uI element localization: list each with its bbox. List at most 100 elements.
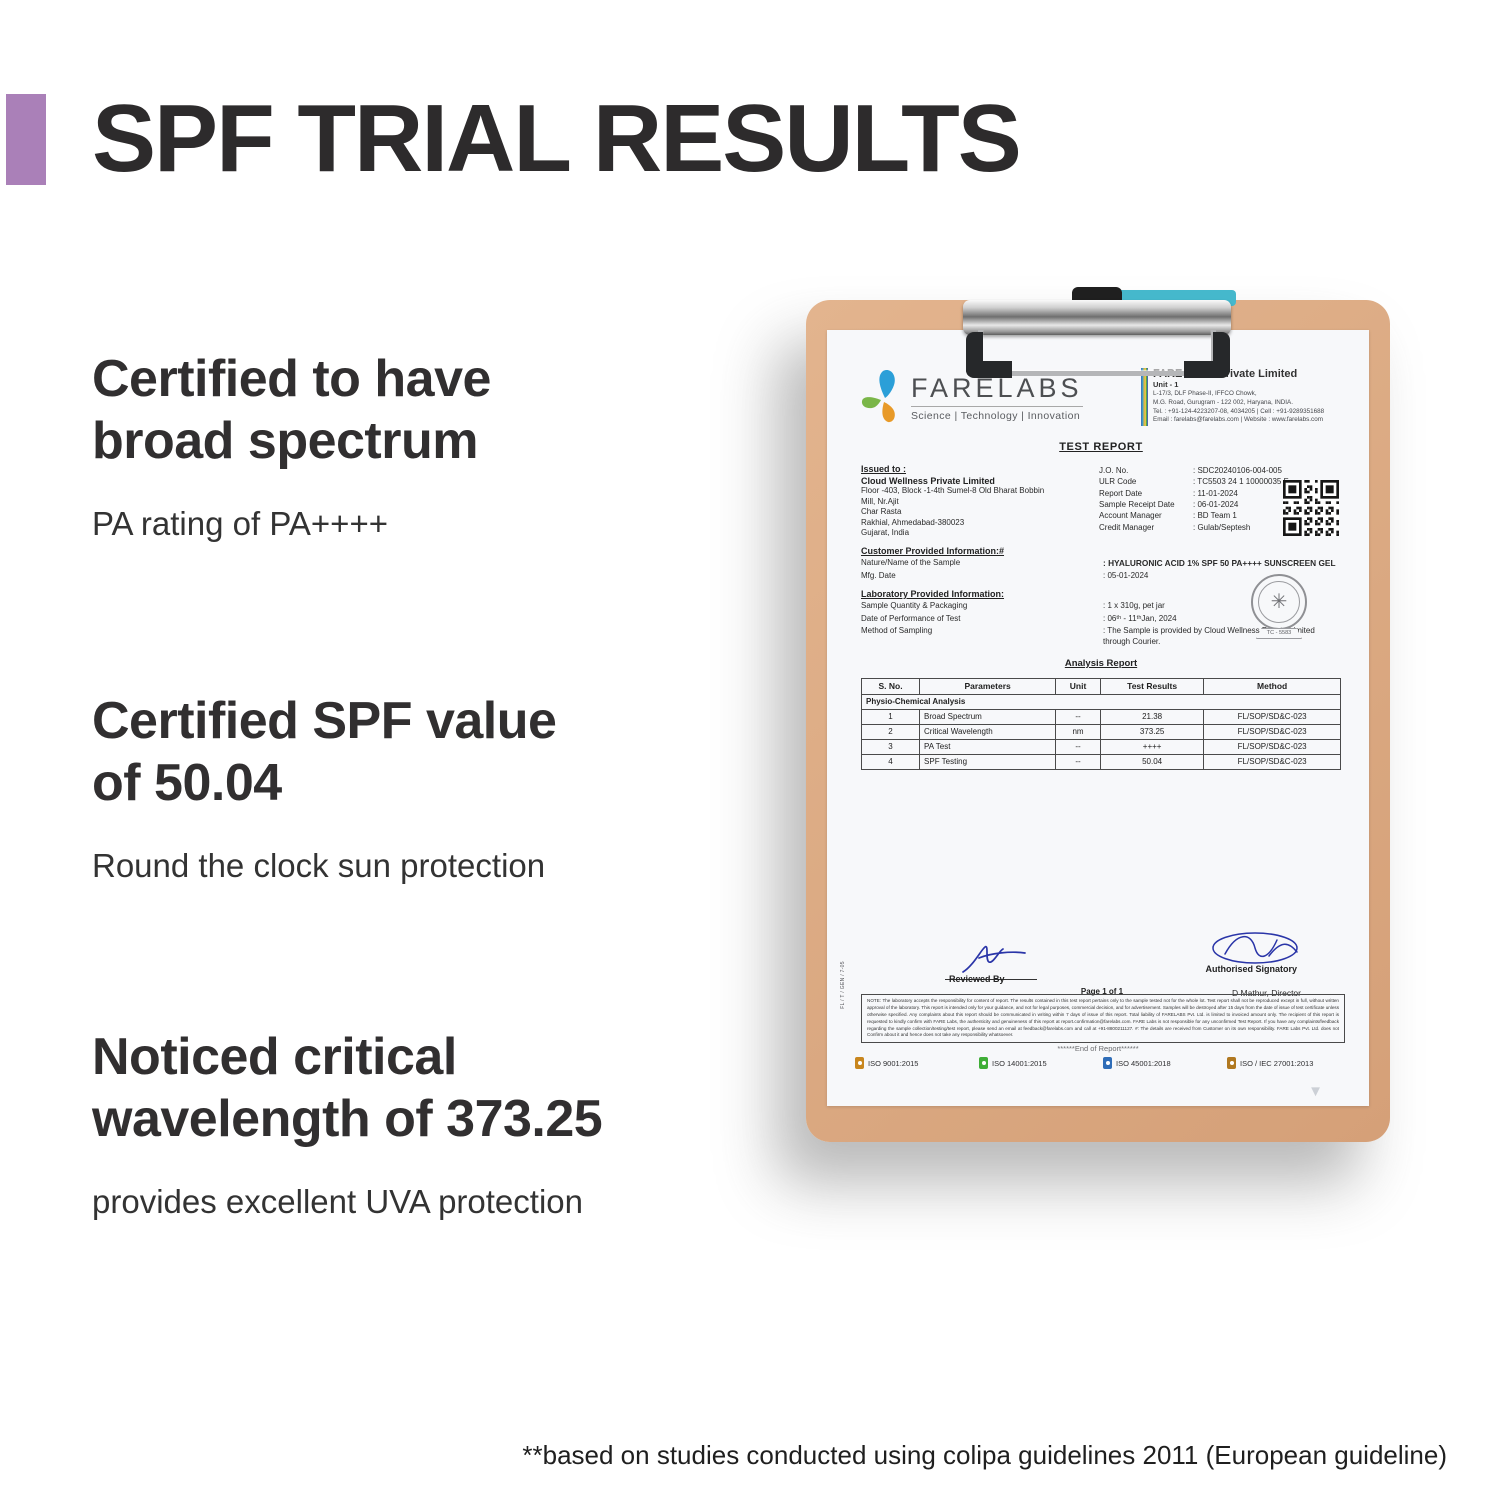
report-meta-block: J.O. No.: SDC20240106-004-005 ULR Code: T… <box>1099 464 1341 539</box>
analysis-column-header: Method <box>1203 677 1341 695</box>
analysis-data-row: 1 Broad Spectrum -- 21.38 FL/SOP/SD&C-023 <box>860 708 1341 725</box>
authorised-signature-icon <box>1212 932 1298 964</box>
meta-value: : 11-01-2024 <box>1193 488 1238 498</box>
document-header: FARELABS Science | Technology | Innovati… <box>861 368 1341 426</box>
qr-code <box>1283 480 1339 536</box>
iso-badge-icon <box>855 1057 864 1069</box>
analysis-cell: 1 <box>860 708 921 725</box>
info-label: Mfg. Date <box>861 570 896 580</box>
iso-badge: ISO 14001:2015 <box>979 1057 1103 1069</box>
info-label: Nature/Name of the Sample <box>861 557 961 567</box>
meta-label: ULR Code <box>1099 477 1137 487</box>
meta-row: Sample Receipt Date : 06-01-2024 <box>1099 499 1341 510</box>
analysis-column-header: S. No. <box>860 677 921 695</box>
customer-info-section: Customer Provided Information:# Nature/N… <box>861 546 1341 582</box>
meta-value: : Gulab/Septesh <box>1193 522 1251 532</box>
reviewed-by-label: Reviewed By <box>949 974 1005 984</box>
meta-value: : 06-01-2024 <box>1193 500 1239 510</box>
analysis-data-row: 2 Critical Wavelength nm 373.25 FL/SOP/SD&C-… <box>860 723 1341 740</box>
analysis-report-heading: Analysis Report <box>1064 657 1138 669</box>
meta-row: J.O. No.: SDC20240106-004-005 <box>1099 465 1341 476</box>
test-report-paper: FARELABS Science | Technology | Innovati… <box>827 330 1369 1106</box>
analysis-cell: 50.04 <box>1099 753 1205 770</box>
feature-subtext: provides excellent UVA protection <box>92 1182 583 1220</box>
analysis-cell: PA Test <box>919 738 1057 755</box>
feature-block: Certified SPF value of 50.04 Round the clo… <box>92 690 692 885</box>
iso-badge-icon <box>1103 1057 1112 1069</box>
iso-badge: ISO 9001:2015 <box>855 1057 979 1069</box>
feature-list: Certified to have broad spectrum PA rating… <box>92 0 712 1500</box>
customer-info-heading: Customer Provided Information:# <box>861 545 1005 556</box>
analysis-cell: -- <box>1055 738 1101 755</box>
seal-circle-icon: ✳ <box>1251 574 1307 630</box>
clip-grip-left <box>966 332 1012 378</box>
analysis-cell: FL/SOP/SD&C-023 <box>1203 723 1341 740</box>
analysis-column-header: Unit <box>1055 677 1101 695</box>
farelabs-tagline: Science | Technology | Innovation <box>911 405 1083 422</box>
issued-to-label: Issued to : <box>861 464 907 474</box>
iso-badge-label: ISO 45001:2018 <box>1116 1058 1171 1068</box>
reviewed-signature-icon <box>962 945 1026 973</box>
signatory-name: D Mathur, Director <box>1232 988 1301 998</box>
info-section: Issued to : Cloud Wellness Private Limit… <box>861 464 1341 539</box>
issued-to-block: Issued to : Cloud Wellness Private Limit… <box>861 464 1099 539</box>
feature-subtext: PA rating of PA++++ <box>92 504 388 542</box>
analysis-data-row: 3 PA Test -- ++++ FL/SOP/SD&C-023 <box>860 738 1341 755</box>
info-value: : 06ᵗʰ - 11ᵗʰJan, 2024 <box>1103 613 1177 623</box>
end-of-report: ******End of Report****** <box>1057 1044 1139 1053</box>
analysis-column-header: Parameters <box>919 677 1057 695</box>
feature-heading: Certified SPF value of 50.04 <box>92 690 692 815</box>
analysis-data-row: 4 SPF Testing -- 50.04 FL/SOP/SD&C-023 <box>860 753 1341 770</box>
feature-subtext: Round the clock sun protection <box>92 846 546 884</box>
feature-heading-line: Certified to have <box>92 350 491 408</box>
footnote: **based on studies conducted using colip… <box>522 1440 1447 1470</box>
lab-info-section: Laboratory Provided Information: Sample … <box>861 589 1341 648</box>
seal-star-icon: ✳ <box>1270 591 1288 613</box>
analysis-cell: -- <box>1055 753 1101 770</box>
seal-ribbon: TC - 5583 <box>1256 628 1302 639</box>
lab-address-line: M.G. Road, Gurugram - 122 002, Haryana, … <box>1153 398 1293 406</box>
analysis-cell: FL/SOP/SD&C-023 <box>1203 708 1341 725</box>
analysis-cell: 2 <box>860 723 921 740</box>
iso-badge-icon <box>1227 1057 1236 1069</box>
title-accent-bar <box>6 94 46 185</box>
analysis-cell: ++++ <box>1099 738 1205 755</box>
feature-heading-line: Noticed critical <box>92 1028 457 1086</box>
issued-to-address: Floor -403, Block -1-4th Sumel-8 Old Bha… <box>861 486 1099 539</box>
analysis-cell: 373.25 <box>1099 723 1205 740</box>
meta-row: Credit Manager : Gulab/Septesh <box>1099 522 1341 533</box>
lab-info-heading: Laboratory Provided Information: <box>861 588 1005 599</box>
lab-stripe-icon <box>1141 368 1148 426</box>
meta-label: Sample Receipt Date <box>1099 500 1175 510</box>
meta-label: Credit Manager <box>1099 522 1155 532</box>
feature-heading-line: wavelength of 373.25 <box>92 1090 603 1149</box>
feature-block: Certified to have broad spectrum PA rating… <box>92 348 692 543</box>
paper-corner-mark-icon: ▼ <box>1308 1083 1323 1100</box>
analysis-cell: nm <box>1055 723 1101 740</box>
lab-address-line: L-17/3, DLF Phase-II, IFFCO Chowk, <box>1153 390 1257 397</box>
feature-heading: Certified to have broad spectrum <box>92 348 692 473</box>
info-value: : HYALURONIC ACID 1% SPF 50 PA++++ SUNSC… <box>1103 557 1336 568</box>
iso-badge-icon <box>979 1057 988 1069</box>
signature-zone: Reviewed By Page 1 of 1 Authorised Signa… <box>861 926 1343 998</box>
analysis-table: S. No. Parameters Unit Test Results Method P… <box>860 677 1341 770</box>
meta-row: Report Date : 11-01-2024 <box>1099 488 1341 499</box>
meta-row: ULR Code: TC5503 24 1 10000035 F <box>1099 476 1341 487</box>
analysis-cell: FL/SOP/SD&C-023 <box>1203 753 1341 770</box>
authorised-signatory-label: Authorised Signatory <box>1205 964 1297 974</box>
issued-address-line: Rakhial, Ahmedabad-380023 <box>861 517 965 527</box>
farelabs-logo-text: FARELABS Science | Technology | Innovati… <box>911 373 1083 422</box>
iso-badge-label: ISO 9001:2015 <box>868 1058 919 1068</box>
page-title: SPF TRIAL RESULTS <box>92 85 1022 192</box>
feature-heading-line: broad spectrum <box>92 412 478 471</box>
issued-address-line: Char Rasta <box>861 507 902 517</box>
info-value: : 1 x 310g, pet jar <box>1103 600 1165 610</box>
analysis-cell: FL/SOP/SD&C-023 <box>1203 738 1341 755</box>
meta-label: Report Date <box>1099 488 1143 498</box>
analysis-cell: 4 <box>860 753 921 770</box>
lab-address-line: Email : farelabs@farelabs.com | Website … <box>1153 416 1323 424</box>
lab-address-lines: L-17/3, DLF Phase-II, IFFCO Chowk, M.G. R… <box>1153 390 1324 425</box>
info-value: : 05-01-2024 <box>1103 570 1149 580</box>
info-row: Date of Performance of Test: 06ᵗʰ - 11ᵗʰ… <box>861 614 1341 625</box>
meta-value: : BD Team 1 <box>1193 511 1237 521</box>
